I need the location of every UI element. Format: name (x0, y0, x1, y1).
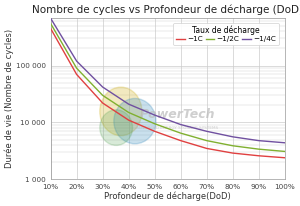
Text: PowerTech: PowerTech (139, 108, 215, 121)
−1C (127, 119, 130, 121)
−1/2C (257, 148, 260, 150)
−1/4C (127, 103, 130, 105)
Legend: −1C, −1/2C, −1/4C: −1C, −1/2C, −1/4C (173, 23, 279, 45)
−1/4C (153, 114, 157, 116)
−1/2C (101, 94, 104, 97)
−1/2C (283, 150, 286, 153)
Line: −1/2C: −1/2C (51, 23, 285, 151)
X-axis label: Profondeur de décharge(DoD): Profondeur de décharge(DoD) (104, 192, 231, 201)
−1/2C (231, 145, 235, 147)
Line: −1/4C: −1/4C (51, 18, 285, 143)
−1C (101, 102, 104, 104)
−1/4C (231, 136, 235, 138)
Line: −1C: −1C (51, 28, 285, 158)
−1/2C (75, 67, 78, 69)
−1/4C (205, 130, 208, 132)
−1C (179, 139, 182, 142)
−1C (205, 147, 208, 150)
−1/2C (205, 139, 208, 142)
Ellipse shape (100, 110, 133, 145)
−1/4C (49, 17, 52, 20)
−1/4C (75, 60, 78, 62)
Y-axis label: Durée de vie (Nombre de cycles): Durée de vie (Nombre de cycles) (5, 29, 14, 168)
Title: Nombre de cycles vs Profondeur de décharge (DoD): Nombre de cycles vs Profondeur de déchar… (32, 5, 300, 15)
−1/2C (179, 132, 182, 134)
−1C (231, 152, 235, 154)
−1/4C (283, 142, 286, 144)
−1/2C (153, 123, 157, 125)
−1/4C (179, 123, 182, 126)
−1/4C (257, 139, 260, 142)
−1/4C (101, 86, 104, 88)
Ellipse shape (100, 87, 142, 136)
−1C (75, 73, 78, 76)
−1/2C (49, 22, 52, 25)
Ellipse shape (114, 98, 156, 144)
−1C (153, 130, 157, 132)
Text: ADVANCED ENERGY STORAGE SYSTEMS: ADVANCED ENERGY STORAGE SYSTEMS (136, 126, 218, 130)
−1C (257, 154, 260, 157)
−1/2C (127, 111, 130, 114)
−1C (283, 157, 286, 159)
−1C (49, 27, 52, 30)
